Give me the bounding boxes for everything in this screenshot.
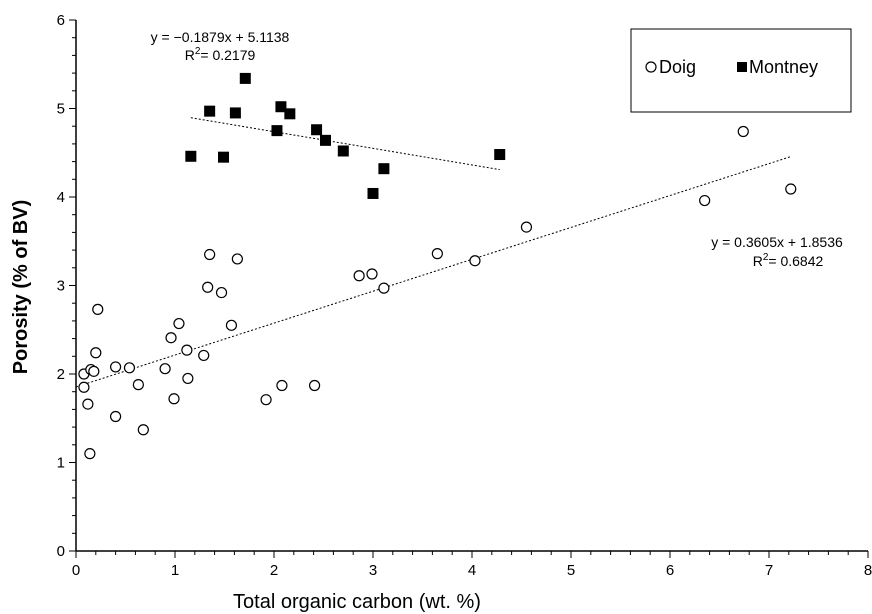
doig-point xyxy=(520,221,533,233)
montney-r2-symbol: R xyxy=(185,47,195,63)
x-tick-label: 8 xyxy=(864,562,872,579)
doig-point xyxy=(225,319,238,331)
montney-point xyxy=(185,150,197,162)
doig-point xyxy=(353,270,365,282)
doig-trend-r2: R2= 0.6842 xyxy=(753,252,824,269)
doig-point xyxy=(109,361,122,373)
legend-montney-label: Montney xyxy=(749,57,818,77)
y-tick-label: 2 xyxy=(57,366,65,383)
doig-point xyxy=(276,379,288,392)
x-tick-label: 5 xyxy=(567,562,575,579)
legend: Doig Montney xyxy=(630,28,852,113)
legend-doig-label: Doig xyxy=(659,57,696,77)
montney-point xyxy=(229,107,241,119)
doig-point xyxy=(231,253,243,265)
x-tick-label: 7 xyxy=(765,562,773,579)
y-tick-label: 3 xyxy=(57,278,65,295)
x-tick-label: 4 xyxy=(468,562,476,579)
doig-point xyxy=(165,332,177,344)
doig-point xyxy=(173,317,185,330)
doig-point xyxy=(109,410,122,423)
y-tick-label: 0 xyxy=(57,543,65,560)
doig-point xyxy=(92,303,104,315)
doig-point xyxy=(431,248,443,260)
doig-point xyxy=(785,183,797,195)
y-axis-ticks: 0 1 2 3 4 5 6 xyxy=(57,12,76,560)
x-tick-label: 1 xyxy=(171,562,179,579)
montney-point xyxy=(494,149,506,161)
montney-r2-superscript: 2 xyxy=(195,46,201,57)
doig-point xyxy=(123,362,136,374)
y-tick-label: 4 xyxy=(57,189,65,206)
doig-r2-symbol: R xyxy=(753,253,763,269)
y-tick-label: 5 xyxy=(57,101,65,118)
doig-point xyxy=(132,379,144,391)
doig-point xyxy=(260,394,272,406)
doig-point xyxy=(737,125,749,138)
x-axis-title: Total organic carbon (wt. %) xyxy=(233,591,481,613)
montney-r2-value: = 0.2179 xyxy=(200,47,255,63)
doig-point xyxy=(88,365,100,377)
doig-r2-superscript: 2 xyxy=(763,252,769,263)
doig-point xyxy=(181,344,193,356)
doig-point xyxy=(182,372,194,385)
montney-point xyxy=(367,187,379,199)
doig-r2-value: = 0.6842 xyxy=(768,253,823,269)
doig-point xyxy=(378,282,390,294)
montney-point xyxy=(239,72,251,84)
montney-point xyxy=(319,134,331,146)
doig-point xyxy=(699,194,711,207)
x-tick-label: 6 xyxy=(666,562,674,579)
doig-point xyxy=(215,286,228,299)
doig-point xyxy=(90,347,102,359)
legend-doig-marker xyxy=(645,61,657,73)
doig-point xyxy=(168,393,180,405)
trendlines xyxy=(75,117,791,388)
x-tick-label: 0 xyxy=(72,562,80,579)
doig-point xyxy=(78,381,90,393)
y-axis-title: Porosity (% of BV) xyxy=(10,200,32,374)
montney-trend-equation: y = −0.1879x + 5.1138 xyxy=(151,29,290,45)
montney-point xyxy=(378,163,390,175)
montney-point xyxy=(284,108,296,120)
doig-point xyxy=(137,424,149,436)
doig-point xyxy=(366,268,378,280)
montney-point xyxy=(337,145,349,157)
montney-point xyxy=(311,124,323,136)
doig-point xyxy=(204,248,216,261)
montney-point xyxy=(271,125,283,137)
doig-point xyxy=(159,363,171,375)
doig-trend-equation: y = 0.3605x + 1.8536 xyxy=(711,234,843,250)
doig-trendline xyxy=(75,156,791,388)
montney-point xyxy=(275,101,287,113)
doig-point xyxy=(84,448,96,460)
x-tick-label: 3 xyxy=(369,562,377,579)
doig-point xyxy=(469,255,481,267)
montney-trendline xyxy=(190,117,500,171)
doig-point xyxy=(202,281,214,293)
montney-point xyxy=(218,151,230,163)
legend-montney-marker xyxy=(737,62,747,72)
data-points xyxy=(78,72,797,460)
x-tick-label: 2 xyxy=(270,562,278,579)
doig-point xyxy=(198,349,210,362)
montney-point xyxy=(204,105,216,117)
y-tick-label: 6 xyxy=(57,12,65,29)
montney-trend-r2: R2= 0.2179 xyxy=(185,46,256,63)
doig-point xyxy=(82,398,94,410)
y-tick-label: 1 xyxy=(57,455,65,472)
x-axis-ticks: 0 1 2 3 4 5 6 7 8 xyxy=(72,551,872,579)
doig-point xyxy=(308,379,321,392)
